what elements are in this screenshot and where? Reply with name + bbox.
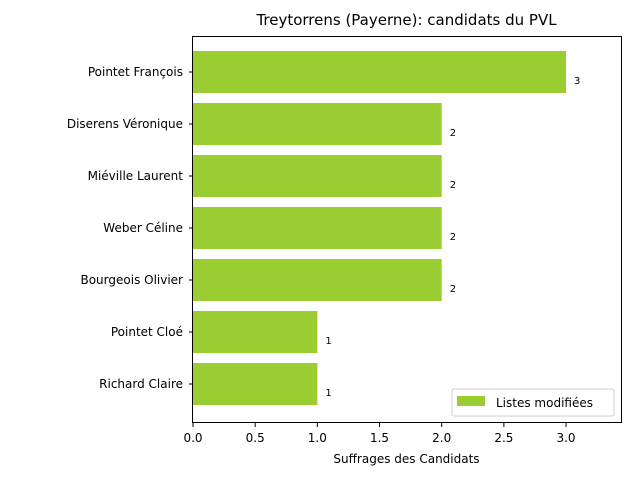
bar (193, 311, 318, 353)
data-label: 2 (450, 232, 456, 243)
data-label: 1 (325, 336, 331, 347)
legend: Listes modifiées (451, 388, 615, 417)
x-axis-label: Suffrages des Candidats (333, 452, 479, 466)
x-tick-label: 0.0 (183, 431, 202, 445)
x-tick-label: 2.5 (494, 431, 513, 445)
data-label: 3 (574, 76, 580, 87)
bar (193, 51, 567, 93)
legend-label: Listes modifiées (496, 396, 593, 410)
x-tick-label: 1.0 (308, 431, 327, 445)
x-tick-label: 3.0 (556, 431, 575, 445)
legend-swatch (457, 396, 485, 406)
bar (193, 103, 442, 145)
bars-group (193, 51, 567, 405)
legend-box (451, 388, 615, 417)
y-tick-label: Miéville Laurent (88, 169, 184, 183)
chart-title: Treytorrens (Payerne): candidats du PVL (255, 11, 557, 29)
data-labels-group: 3 2 2 2 2 1 1 (325, 76, 580, 399)
data-label: 2 (450, 180, 456, 191)
y-axis-ticks: Pointet François Diserens Véronique Miévil… (67, 65, 193, 391)
bar (193, 155, 442, 197)
plot-frame (192, 36, 622, 423)
data-label: 2 (450, 128, 456, 139)
y-tick-label: Richard Claire (99, 377, 183, 391)
x-axis-ticks: 0.0 0.5 1.0 1.5 2.0 2.5 3.0 (183, 423, 576, 445)
x-tick-label: 2.0 (432, 431, 451, 445)
bar (193, 207, 442, 249)
bar (193, 363, 318, 405)
y-tick-label: Bourgeois Olivier (80, 273, 183, 287)
y-tick-label: Pointet François (88, 65, 183, 79)
x-tick-label: 0.5 (246, 431, 265, 445)
data-label: 2 (450, 284, 456, 295)
data-label: 1 (325, 388, 331, 399)
y-tick-label: Weber Céline (103, 221, 183, 235)
y-tick-label: Diserens Véronique (67, 117, 183, 131)
y-tick-label: Pointet Cloé (111, 325, 183, 339)
x-tick-label: 1.5 (370, 431, 389, 445)
bar (193, 259, 442, 301)
